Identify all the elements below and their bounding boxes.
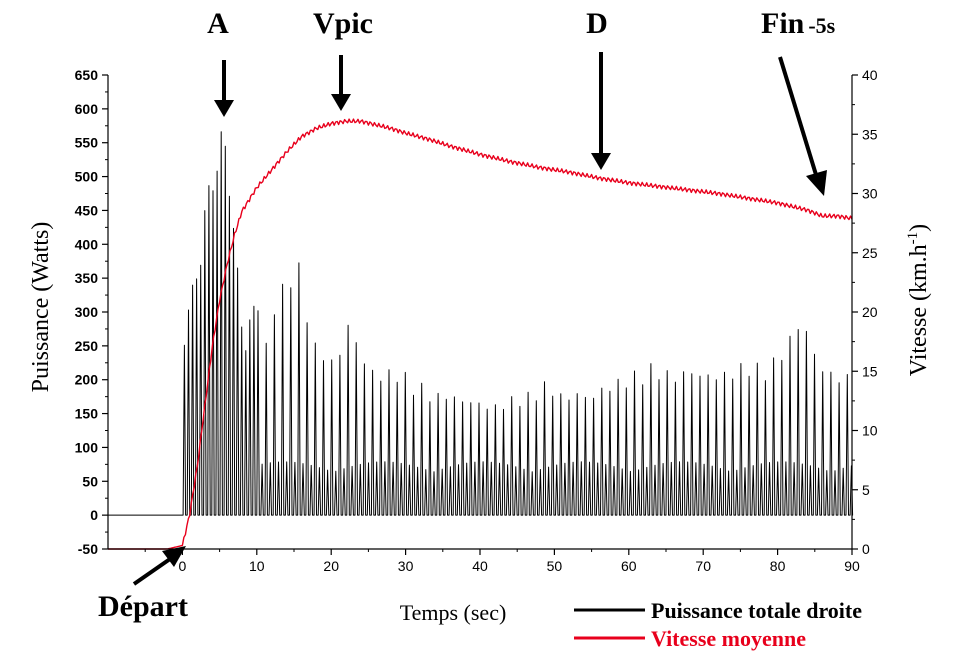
legend-label-power: Puissance totale droite bbox=[651, 598, 862, 623]
x-tick-label: 30 bbox=[398, 558, 414, 574]
y-left-tick-label: 200 bbox=[75, 372, 99, 388]
x-tick-label: 80 bbox=[770, 558, 786, 574]
y-left-tick-label: 350 bbox=[75, 270, 99, 286]
y-left-tick-label: 100 bbox=[75, 439, 99, 455]
x-tick-label: 10 bbox=[249, 558, 265, 574]
x-tick-label: 90 bbox=[844, 558, 860, 574]
y-left-tick-label: 600 bbox=[75, 101, 99, 117]
y-left-tick-label: 0 bbox=[90, 507, 98, 523]
x-tick-label: 60 bbox=[621, 558, 637, 574]
y-right-tick-label: 0 bbox=[862, 541, 870, 557]
y-left-tick-label: 400 bbox=[75, 236, 99, 252]
annotation-vpic-label: Vpic bbox=[313, 7, 373, 40]
legend: Puissance totale droite Vitesse moyenne bbox=[574, 598, 862, 651]
arrow-a bbox=[214, 60, 234, 117]
x-tick-label: 40 bbox=[472, 558, 488, 574]
y-left-axis-title: Puissance (Watts) bbox=[28, 222, 54, 393]
y-right-tick-label: 20 bbox=[862, 304, 878, 320]
y-left-tick-label: 250 bbox=[75, 338, 99, 354]
speed-line bbox=[108, 118, 853, 550]
legend-label-speed: Vitesse moyenne bbox=[651, 626, 806, 651]
y-right-tick-label: 15 bbox=[862, 363, 878, 379]
annotation-a-label: A bbox=[207, 7, 229, 40]
y-left-tick-label: 650 bbox=[75, 67, 99, 83]
y-right-tick-label: 30 bbox=[862, 186, 878, 202]
arrow-fin bbox=[778, 56, 827, 196]
y-right-tick-label: 10 bbox=[862, 423, 878, 439]
annotation-fin-label: Fin -5s bbox=[761, 7, 836, 40]
legend-item-power: Puissance totale droite bbox=[574, 598, 862, 623]
arrow-d bbox=[591, 52, 611, 170]
power-series bbox=[108, 131, 854, 516]
x-axis-title: Temps (sec) bbox=[400, 600, 507, 625]
y-left-tick-label: 50 bbox=[82, 473, 98, 489]
speed-series bbox=[108, 118, 853, 550]
x-tick-label: 0 bbox=[179, 558, 187, 574]
y-right-axis-title: Vitesse (km.h-1) bbox=[905, 224, 932, 376]
annotation-depart-label: Départ bbox=[98, 590, 188, 623]
y-right-tick-label: 35 bbox=[862, 126, 878, 142]
y-right-tick-label: 40 bbox=[862, 67, 878, 83]
y-left-tick-label: 450 bbox=[75, 202, 99, 218]
y-right-tick-label: 5 bbox=[862, 482, 870, 498]
x-tick-label: 50 bbox=[547, 558, 563, 574]
y-right-tick-label: 25 bbox=[862, 245, 878, 261]
x-tick-label: 70 bbox=[695, 558, 711, 574]
y-left-tick-label: -50 bbox=[78, 541, 98, 557]
axes: -500501001502002503003504004505005506006… bbox=[75, 67, 878, 574]
y-left-tick-label: 300 bbox=[75, 304, 99, 320]
y-left-tick-label: 500 bbox=[75, 169, 99, 185]
annotation-d-label: D bbox=[586, 7, 608, 40]
annotations: A Vpic D Fin -5s Départ bbox=[98, 7, 836, 623]
y-left-tick-label: 550 bbox=[75, 135, 99, 151]
x-tick-label: 20 bbox=[323, 558, 339, 574]
arrow-vpic bbox=[331, 55, 351, 111]
power-line bbox=[108, 131, 854, 516]
arrow-depart bbox=[132, 546, 186, 586]
y-left-tick-label: 150 bbox=[75, 406, 99, 422]
legend-item-speed: Vitesse moyenne bbox=[574, 626, 806, 651]
